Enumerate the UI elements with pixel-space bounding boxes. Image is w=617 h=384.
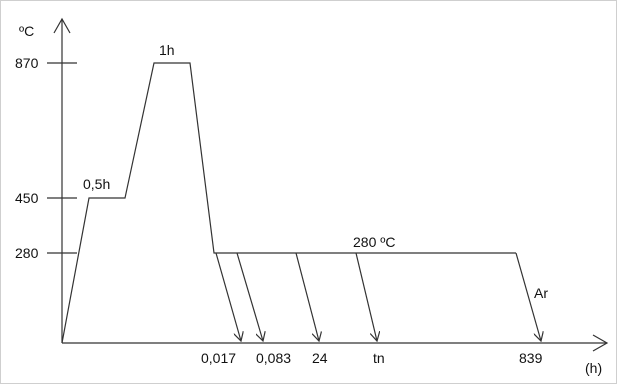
x-tick-label-tn: tn: [373, 350, 385, 366]
x-tick-label-839: 839: [519, 350, 543, 366]
cooling-path-0-017: [215, 252, 241, 341]
hold-280-temperature: 280 ºC: [353, 234, 395, 250]
hold-870-duration: 1h: [159, 42, 175, 58]
cooling-path-839: [515, 252, 541, 341]
y-axis-arrowhead: [53, 17, 71, 34]
cooling-path-24: [295, 252, 319, 341]
heat-treatment-profile: [61, 62, 516, 344]
x-tick-label-24: 24: [312, 350, 328, 366]
x-axis-arrowhead: [592, 334, 609, 352]
x-unit-label: (h): [585, 360, 602, 376]
y-tick-label-450: 450: [15, 190, 39, 206]
hold-450-duration: 0,5h: [83, 176, 110, 192]
x-tick-label-0-017: 0,017: [201, 350, 236, 366]
x-tick-label-0-083: 0,083: [256, 350, 291, 366]
cooling-path-0-083: [236, 252, 263, 341]
cooling-path-tn: [355, 252, 377, 341]
quench-medium-label: Ar: [534, 285, 548, 301]
y-unit-label: ºC: [19, 23, 34, 39]
y-tick-label-870: 870: [15, 55, 39, 71]
y-tick-label-280: 280: [15, 245, 39, 261]
